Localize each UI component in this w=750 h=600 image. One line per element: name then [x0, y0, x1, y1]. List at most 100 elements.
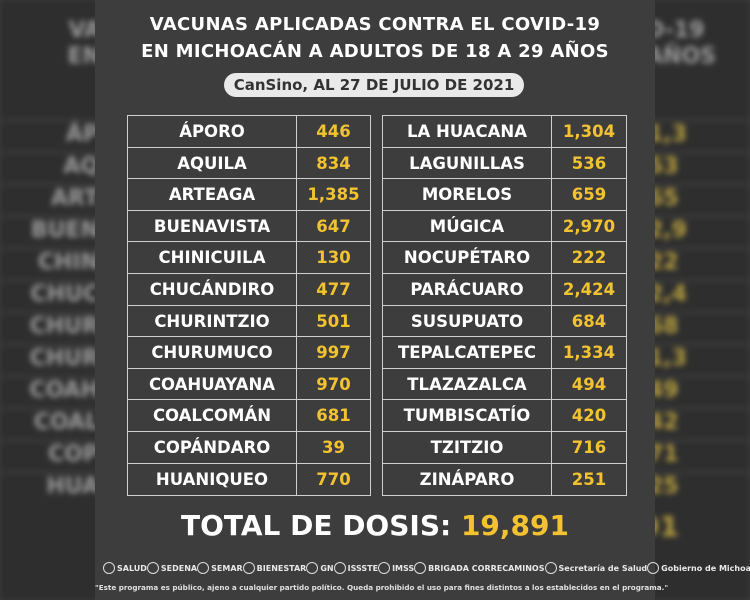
- municipality-name: ÁPORO: [128, 116, 297, 147]
- institution-name: GN: [320, 563, 334, 573]
- table-row: COALCOMÁN 681: [128, 400, 370, 432]
- blurred-backdrop-left: VA EN ÁP AQ ART BUEN CHIN CHUC CHUR CHUR…: [0, 0, 105, 600]
- subtitle-pill: CanSino, AL 27 DE JULIO DE 2021: [224, 73, 524, 97]
- dose-count: 446: [316, 122, 351, 141]
- institution-logo: ISSSTE: [333, 562, 379, 574]
- institution-logo: Gobierno de Michoacán: [647, 562, 750, 574]
- emblem-icon: [544, 562, 557, 574]
- municipality-name: COAHUAYANA: [128, 368, 297, 400]
- dose-count: 251: [571, 469, 607, 489]
- table-row: CHURUMUCO 997: [128, 337, 370, 369]
- table-row: PARÁCUARO 2,424: [383, 273, 626, 306]
- ghost-row: 49: [640, 376, 750, 405]
- table-row: TUMBISCATÍO 420: [383, 400, 626, 432]
- ghost-row: 65: [640, 184, 750, 213]
- institution-name: BIENESTAR: [256, 563, 307, 573]
- table-row: ÁPORO 446: [128, 116, 370, 148]
- institution-name: SALUD: [117, 563, 147, 573]
- table-row: NOCUPÉTARO 222: [383, 242, 626, 274]
- ghost-row: 68: [640, 312, 750, 341]
- table-row: TLAZAZALCA 494: [383, 368, 626, 401]
- table-row: LA HUACANA 1,304: [383, 116, 626, 148]
- dose-count: 130: [316, 248, 351, 268]
- emblem-icon: [197, 562, 210, 574]
- ghost-row: 42: [640, 408, 750, 437]
- dose-count: 494: [571, 374, 607, 394]
- ghost-row: 25: [640, 472, 750, 501]
- dose-count: 2,970: [562, 216, 616, 236]
- municipality-name: COPÁNDARO: [128, 431, 297, 463]
- total-value: 19,891: [460, 509, 569, 542]
- table-row: TEPALCATEPEC 1,334: [383, 337, 626, 369]
- title-line-2: EN MICHOACÁN A ADULTOS DE 18 A 29 AÑOS: [141, 41, 609, 62]
- dose-count: 770: [316, 469, 351, 489]
- institution-name: SEDENA: [160, 563, 198, 573]
- municipality-name: HUANIQUEO: [128, 463, 297, 496]
- ghost-row: COP: [0, 440, 105, 469]
- municipality-name: CHUCÁNDIRO: [128, 273, 297, 305]
- table-row: MÚGICA 2,970: [383, 210, 626, 243]
- disclaimer: "Este programa es público, ajeno a cualq…: [95, 583, 669, 592]
- dose-count: 716: [571, 437, 607, 457]
- emblem-icon: [647, 562, 660, 574]
- title-line-1: VACUNAS APLICADAS CONTRA EL COVID-19: [95, 14, 655, 35]
- dose-count: 501: [316, 311, 351, 331]
- ghost-text: D-19: [646, 18, 705, 43]
- blurred-backdrop-right: D-19 AÑOS 1,3 53 65 2,9 22 2,4 68 1,3 49…: [640, 0, 750, 600]
- table-row: CHURINTZIO 501: [128, 305, 370, 338]
- table-row: COAHUAYANA 970: [128, 368, 370, 401]
- dose-count: 997: [316, 343, 351, 363]
- ghost-text: AÑOS: [646, 44, 716, 69]
- municipality-name: AQUILA: [128, 147, 297, 179]
- institution-name: IMSS: [392, 563, 415, 573]
- municipality-name: CHURINTZIO: [128, 305, 297, 337]
- ghost-row: CHUR: [0, 344, 105, 373]
- emblem-icon: [306, 562, 319, 574]
- municipality-name: TUMBISCATÍO: [383, 400, 552, 431]
- table-row: ARTEAGA 1,385: [128, 179, 370, 211]
- dose-count: 536: [571, 153, 607, 173]
- dose-count: 1,304: [562, 122, 616, 141]
- dose-count: 684: [571, 311, 607, 331]
- table-row: CHINICUILA 130: [128, 242, 370, 274]
- institution-name: ISSSTE: [347, 563, 379, 573]
- dose-count: 834: [316, 153, 351, 173]
- municipality-table-right: LA HUACANA 1,304 LAGUNILLAS 536 MORELOS 659 MÚ…: [382, 115, 627, 497]
- municipality-name: SUSUPUATO: [383, 305, 552, 337]
- ghost-row: COAL: [0, 408, 105, 437]
- municipality-name: TLAZAZALCA: [383, 368, 552, 400]
- emblem-icon: [146, 562, 159, 574]
- municipality-name: PARÁCUARO: [383, 273, 552, 305]
- logo-strip: SALUD SEDENA SEMAR BIENESTAR GN ISSSTE IMSS BRI…: [103, 558, 750, 578]
- emblem-icon: [333, 562, 346, 574]
- institution-name: SEMAR: [211, 563, 243, 573]
- poster: VACUNAS APLICADAS CONTRA EL COVID-19 EN …: [95, 0, 750, 600]
- table-row: LAGUNILLAS 536: [383, 147, 626, 180]
- dose-count: 2,424: [562, 279, 616, 299]
- municipality-name: CHURUMUCO: [128, 337, 297, 368]
- table-row: CHUCÁNDIRO 477: [128, 273, 370, 306]
- table-row: TZITZIO 716: [383, 431, 626, 464]
- institution-name: Secretaría de Salud: [558, 563, 648, 573]
- ghost-row: 2,9: [640, 216, 750, 245]
- municipality-name: ARTEAGA: [128, 179, 297, 210]
- dose-count: 420: [571, 406, 607, 426]
- municipality-name: MÚGICA: [383, 210, 552, 242]
- municipality-name: BUENAVISTA: [128, 210, 297, 242]
- municipality-name: NOCUPÉTARO: [383, 242, 552, 273]
- dose-count: 1,334: [562, 343, 616, 363]
- ghost-row: HUA: [0, 472, 105, 501]
- ghost-row: COAH: [0, 376, 105, 405]
- table-row: SUSUPUATO 684: [383, 305, 626, 338]
- total-doses: TOTAL DE DOSIS: 19,891: [95, 509, 655, 542]
- dose-count: 659: [571, 185, 607, 205]
- municipality-name: ZINÁPARO: [383, 463, 552, 496]
- ghost-row: BUEN: [0, 216, 105, 245]
- municipality-name: COALCOMÁN: [128, 400, 297, 431]
- emblem-icon: [378, 562, 391, 574]
- institution-logo: SALUD: [103, 562, 147, 574]
- ghost-row: AQ: [0, 152, 105, 181]
- ghost-row: 22: [640, 248, 750, 277]
- institution-name: BRIGADA CORRECAMINOS: [428, 563, 545, 573]
